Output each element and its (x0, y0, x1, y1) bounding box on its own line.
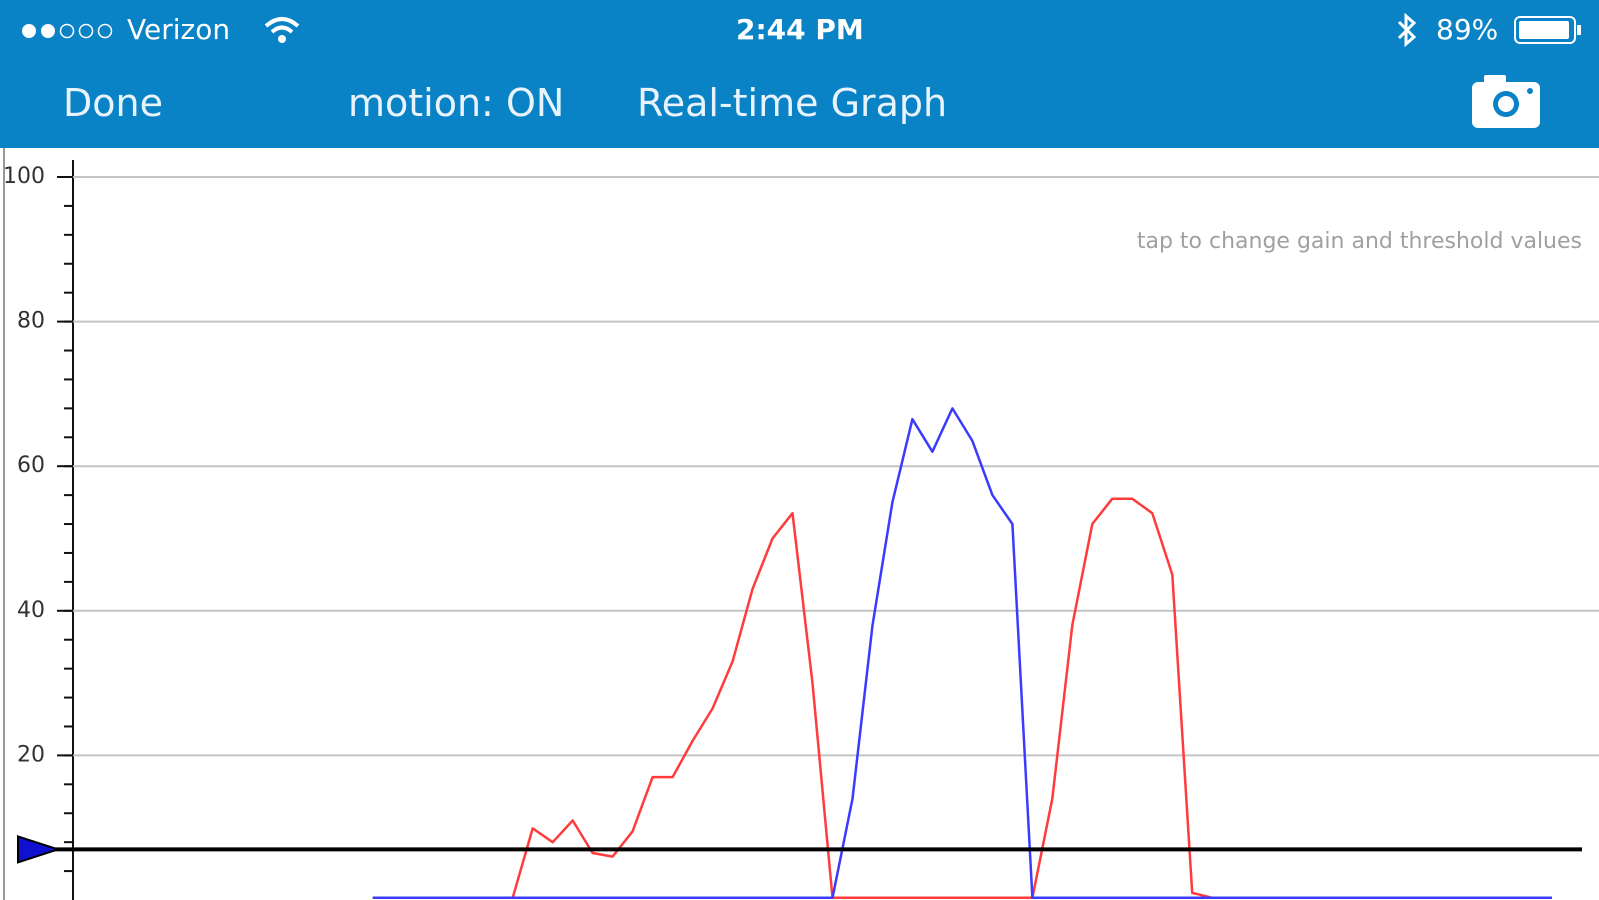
battery-icon (1514, 16, 1581, 44)
carrier: Verizon (127, 13, 231, 46)
graph[interactable]: tap to change gain and threshold values … (0, 148, 1599, 900)
clock: 2:44 PM (736, 13, 864, 46)
motion-toggle[interactable]: motion: ON (348, 81, 565, 125)
battery-level: 89% (1436, 13, 1499, 46)
camera-button[interactable] (1470, 72, 1542, 130)
data-line (372, 497, 1552, 900)
bluetooth-icon (1397, 12, 1417, 48)
y-tick-label: 80 (17, 309, 45, 334)
y-tick-label: 100 (3, 164, 45, 189)
done-button[interactable]: Done (63, 81, 163, 125)
wifi-icon (264, 17, 300, 43)
threshold-handle[interactable] (17, 835, 62, 864)
signal-dots (22, 23, 113, 39)
y-tick-label: 40 (17, 598, 45, 623)
data-line (372, 407, 1552, 900)
top-bar: Verizon 2:44 PM 89% Done motion: ON Real… (0, 0, 1599, 148)
hint-text[interactable]: tap to change gain and threshold values (1137, 229, 1582, 254)
y-tick-label: 20 (17, 742, 45, 767)
y-tick-label: 60 (17, 453, 45, 478)
screen-title: Real-time Graph (637, 81, 948, 125)
